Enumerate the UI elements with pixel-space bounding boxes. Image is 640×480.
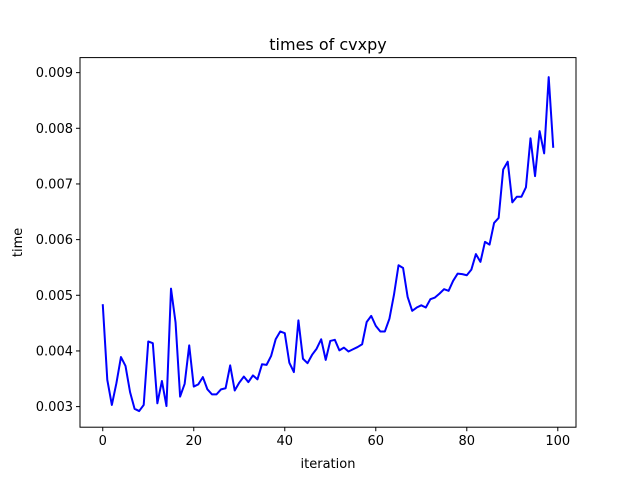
chart-title: times of cvxpy	[269, 35, 386, 54]
y-tick-label: 0.005	[36, 289, 73, 304]
y-tick-label: 0.008	[36, 122, 73, 137]
x-tick-label: 80	[459, 434, 476, 449]
series-line	[101, 76, 555, 413]
x-tick-label: 0	[99, 434, 107, 449]
x-tick-label: 20	[185, 434, 202, 449]
y-tick-label: 0.003	[36, 400, 73, 415]
y-tick-label: 0.006	[36, 233, 73, 248]
y-tick-label: 0.009	[36, 66, 73, 81]
x-tick-label: 40	[276, 434, 293, 449]
y-tick-label: 0.007	[36, 177, 73, 192]
plot-frame	[79, 57, 577, 428]
y-axis-label: time	[11, 228, 26, 257]
x-tick-label: 60	[368, 434, 385, 449]
x-tick-label: 100	[545, 434, 570, 449]
axis-ticks: 0 20 40 60 80 100 0.003 0.004 0.005 0.006 0.007 0.0…	[36, 66, 570, 449]
y-tick-label: 0.004	[36, 344, 73, 359]
x-axis-label: iteration	[301, 457, 356, 472]
